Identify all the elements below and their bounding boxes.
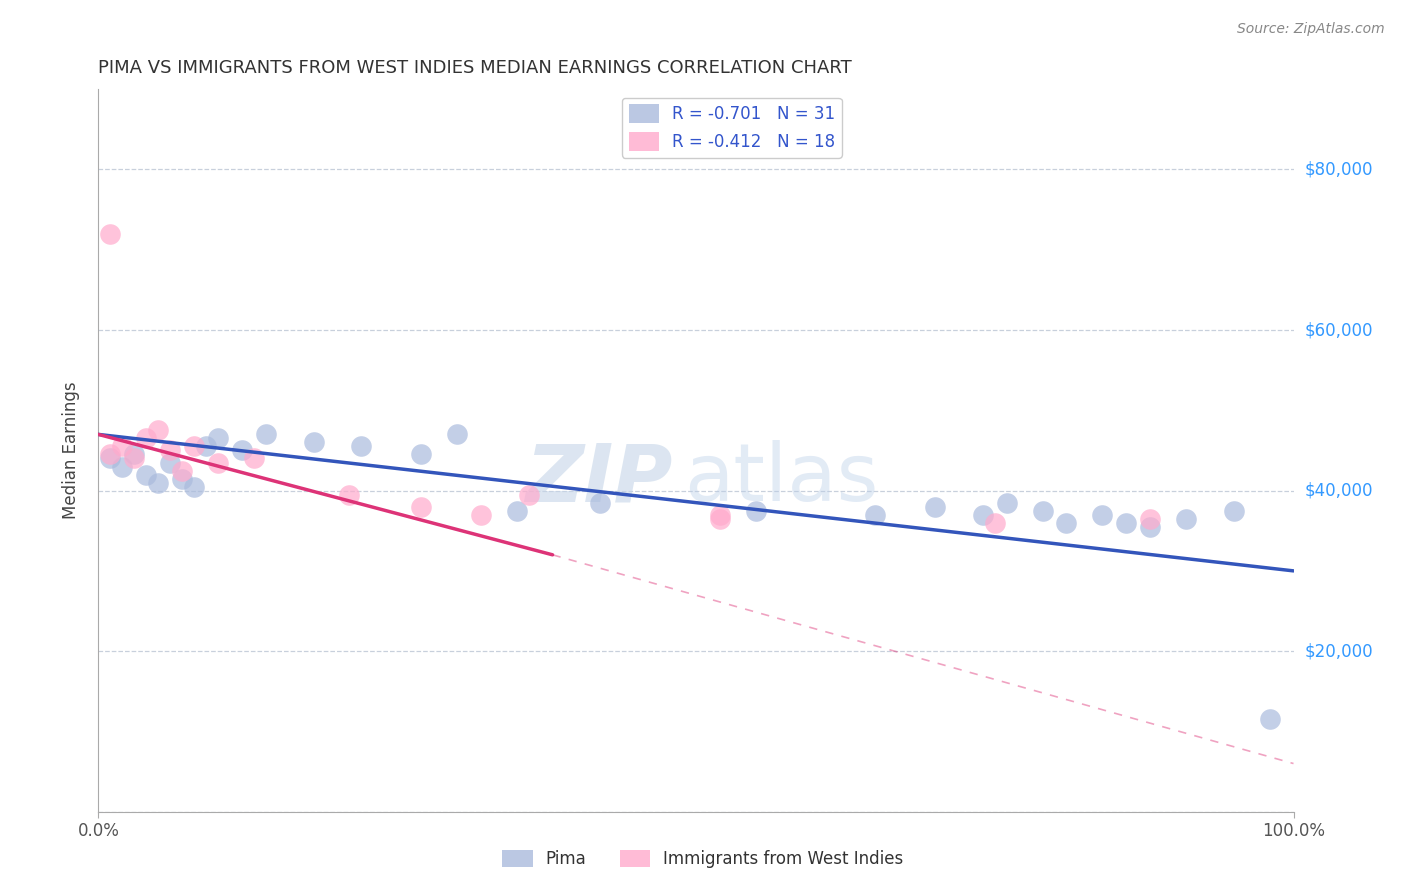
Point [339, 487, 361, 501]
Point [411, 500, 433, 514]
Point [98, 451, 122, 466]
Point [1032, 503, 1054, 517]
Text: atlas: atlas [685, 441, 879, 518]
Text: Source: ZipAtlas.com: Source: ZipAtlas.com [1237, 22, 1385, 37]
Legend: Pima, Immigrants from West Indies: Pima, Immigrants from West Indies [496, 843, 910, 875]
Text: ZIP: ZIP [524, 441, 672, 518]
Point [709, 511, 731, 525]
Point [1115, 516, 1137, 530]
Point [195, 439, 218, 453]
Point [745, 503, 768, 517]
Point [159, 455, 181, 469]
Text: $60,000: $60,000 [1305, 321, 1374, 339]
Point [124, 451, 146, 466]
Point [183, 439, 205, 453]
Point [1139, 511, 1161, 525]
Text: $20,000: $20,000 [1305, 642, 1374, 660]
Point [172, 463, 194, 477]
Point [1056, 516, 1078, 530]
Point [411, 447, 433, 462]
Point [148, 475, 170, 490]
Text: $40,000: $40,000 [1305, 482, 1374, 500]
Point [865, 508, 887, 522]
Point [517, 487, 540, 501]
Point [470, 508, 492, 522]
Point [506, 503, 529, 517]
Point [148, 423, 170, 437]
Point [1139, 519, 1161, 533]
Point [98, 227, 122, 241]
Point [984, 516, 1007, 530]
Point [135, 431, 157, 445]
Point [924, 500, 946, 514]
Point [98, 447, 122, 462]
Point [135, 467, 157, 482]
Point [207, 431, 229, 445]
Point [254, 427, 277, 442]
Point [111, 459, 134, 474]
Legend: R = -0.701   N = 31, R = -0.412   N = 18: R = -0.701 N = 31, R = -0.412 N = 18 [621, 97, 842, 158]
Point [1223, 503, 1246, 517]
Point [589, 495, 612, 509]
Text: PIMA VS IMMIGRANTS FROM WEST INDIES MEDIAN EARNINGS CORRELATION CHART: PIMA VS IMMIGRANTS FROM WEST INDIES MEDI… [98, 59, 852, 77]
Point [183, 480, 205, 494]
Point [243, 451, 266, 466]
Point [111, 439, 134, 453]
Point [231, 443, 253, 458]
Text: $80,000: $80,000 [1305, 161, 1374, 178]
Point [709, 508, 731, 522]
Point [1175, 511, 1198, 525]
Point [124, 447, 146, 462]
Point [446, 427, 468, 442]
Point [995, 495, 1018, 509]
Point [207, 455, 229, 469]
Point [302, 435, 325, 450]
Point [972, 508, 994, 522]
Point [172, 471, 194, 485]
Point [350, 439, 373, 453]
Point [1091, 508, 1114, 522]
Y-axis label: Median Earnings: Median Earnings [62, 382, 80, 519]
Point [1258, 712, 1281, 726]
Point [159, 443, 181, 458]
